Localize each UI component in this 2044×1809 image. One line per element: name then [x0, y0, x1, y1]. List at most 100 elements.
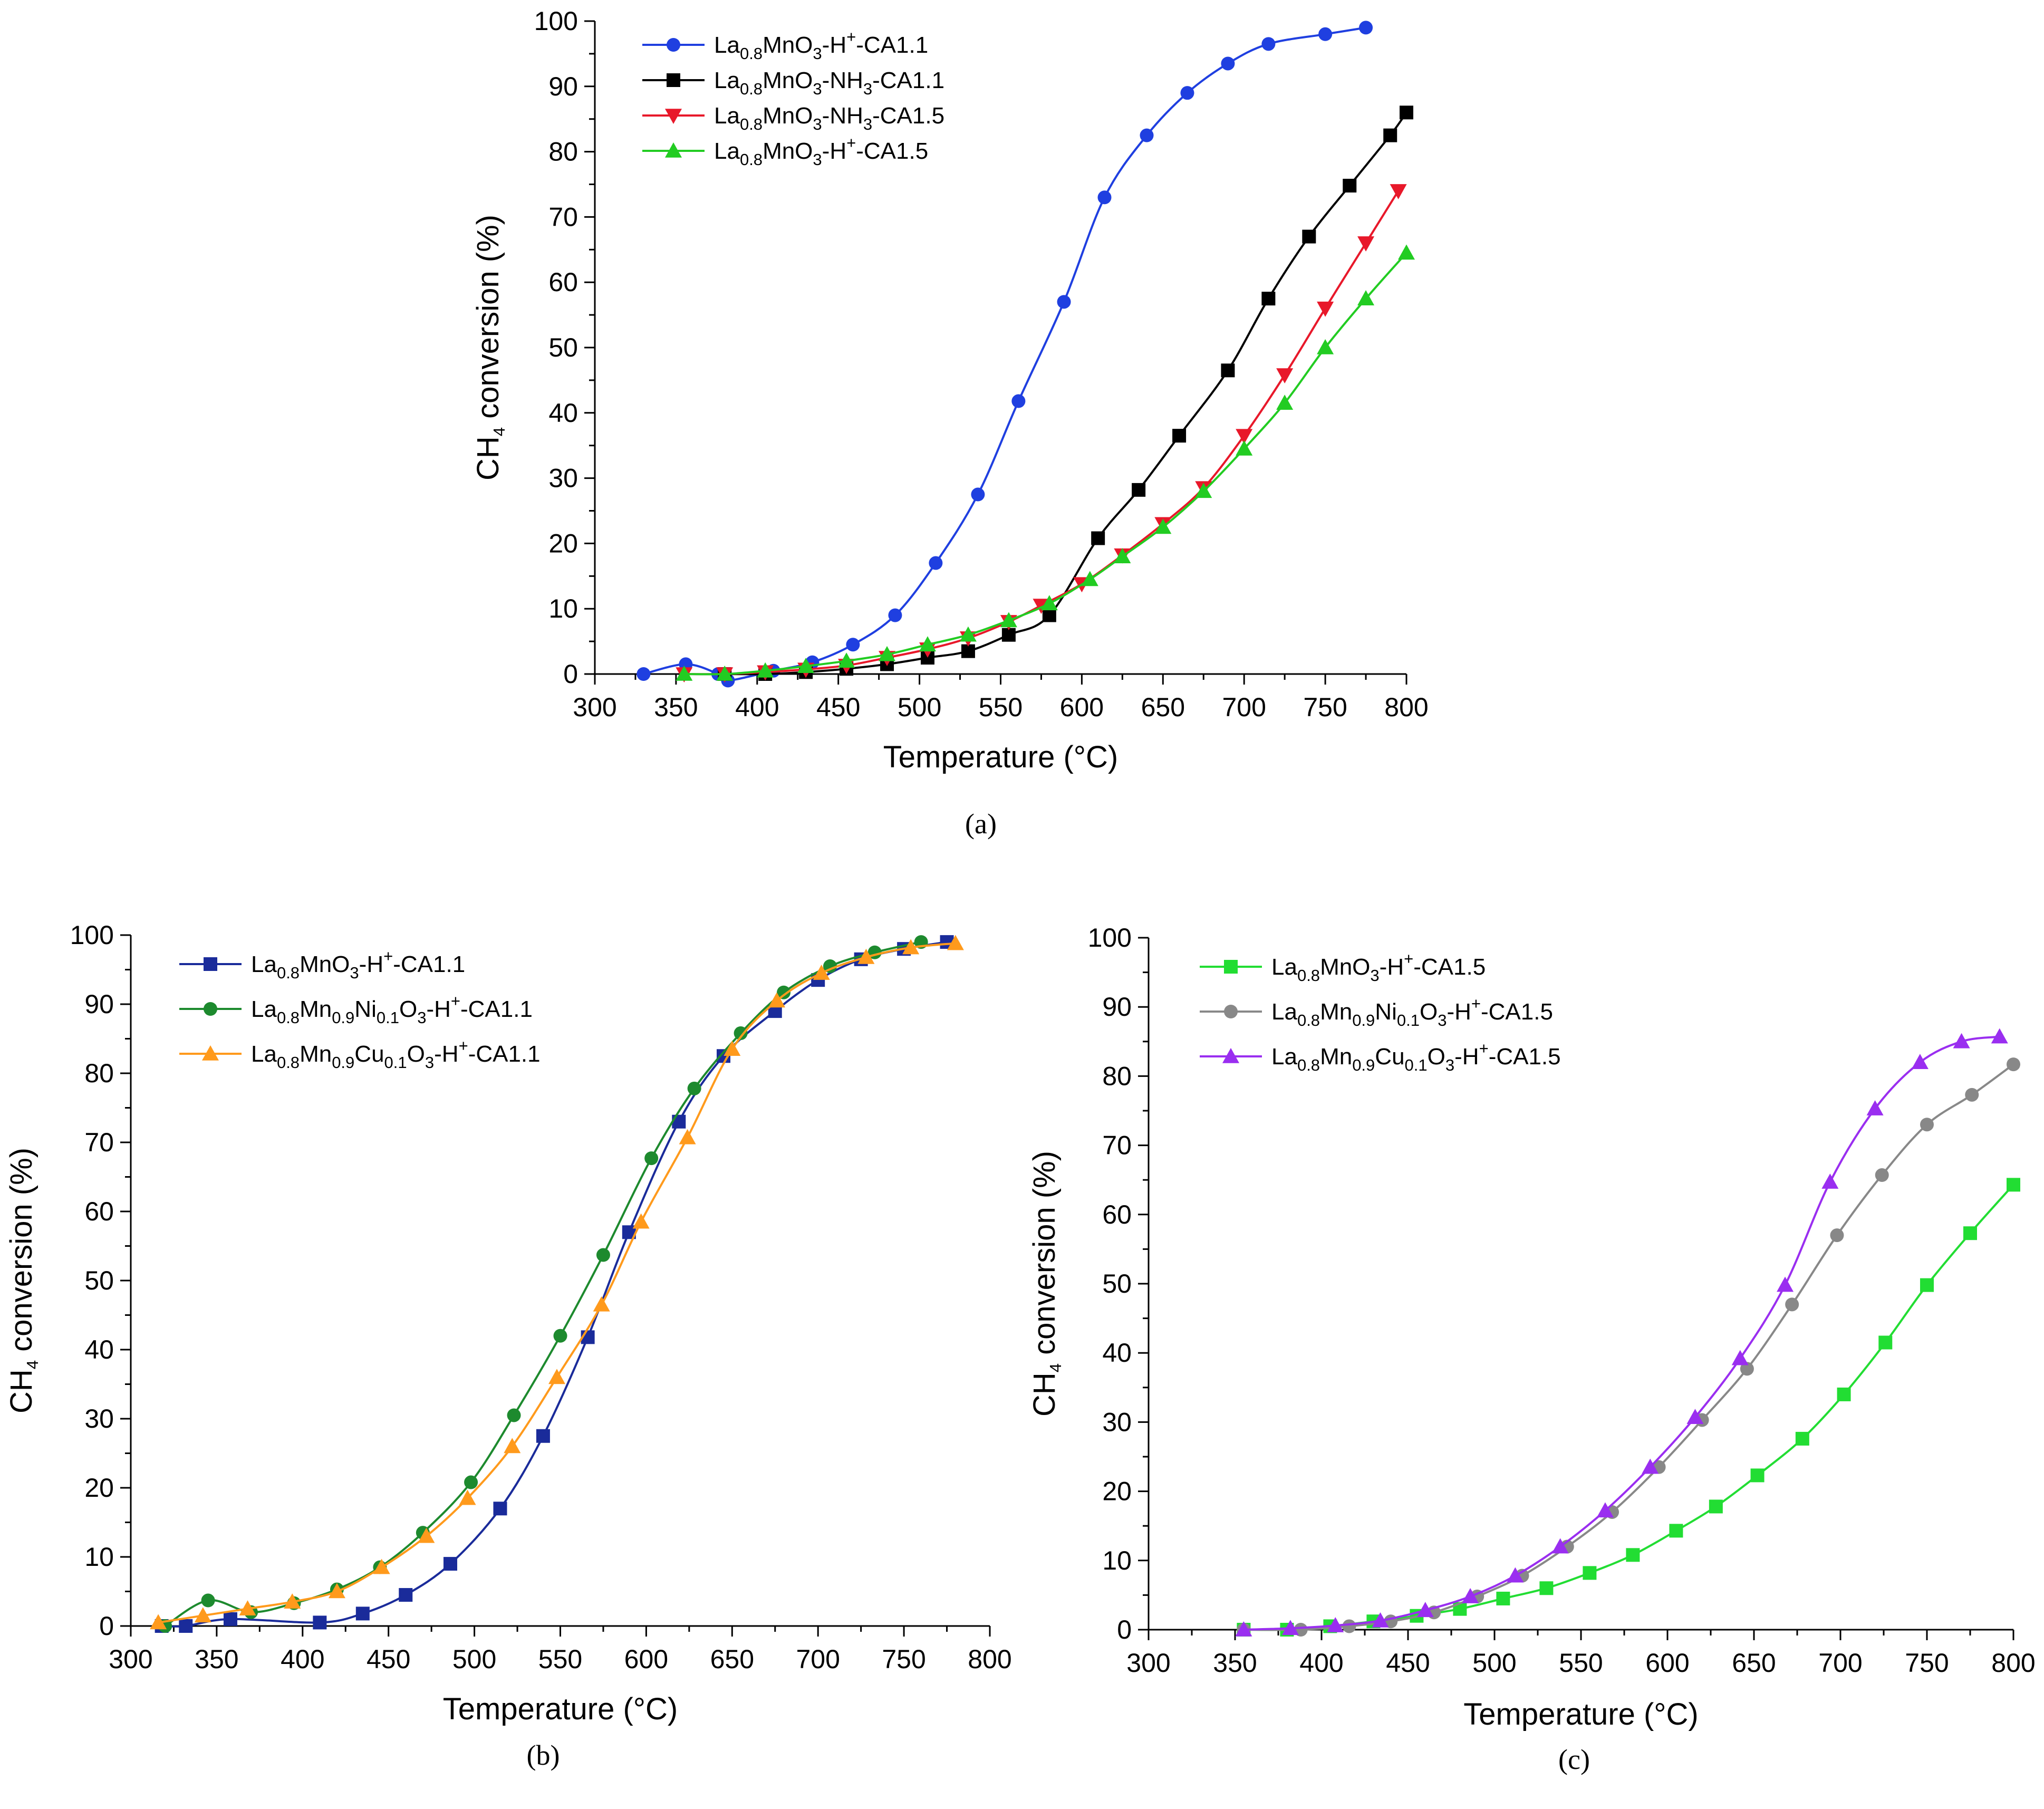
data-point	[1821, 1173, 1839, 1189]
legend-label-part-6: -CA1.1	[856, 32, 928, 58]
x-tick-label: 700	[1222, 692, 1266, 722]
data-point	[1276, 394, 1294, 410]
y-tick-label: 10	[84, 1542, 114, 1572]
data-point	[1317, 339, 1334, 354]
legend-label-part-3: 0.9	[1352, 1011, 1375, 1029]
y-tick-label: 80	[548, 137, 578, 167]
data-point	[1114, 548, 1131, 563]
data-point	[1866, 1100, 1884, 1115]
data-point	[644, 1151, 659, 1166]
legend-entry: La0.8Mn0.9Cu0.1O3-H+-CA1.5	[1200, 1039, 1561, 1074]
x-tick-label: 750	[1303, 692, 1347, 722]
data-point	[672, 1114, 686, 1129]
legend-label-part-2: Mn	[300, 1041, 332, 1067]
series-line	[158, 942, 956, 1624]
data-point	[239, 1600, 256, 1616]
data-point	[1462, 1588, 1479, 1603]
legend-label: La0.8MnO3-H+-CA1.1	[251, 947, 465, 982]
legend-label-part-6: -CA1.1	[393, 951, 465, 977]
legend-label-part-3: 0.9	[332, 1053, 354, 1072]
legend-label-part-3: 3	[813, 44, 822, 63]
legend-label: La0.8MnO3-NH3-CA1.1	[714, 68, 944, 98]
legend-label-part-6: O	[1420, 999, 1438, 1025]
data-point	[373, 1558, 390, 1574]
legend-label-part-1: 0.8	[1297, 1011, 1320, 1029]
legend-label: La0.8Mn0.9Cu0.1O3-H+-CA1.1	[251, 1036, 541, 1072]
legend-label-part-3: 0.9	[1352, 1056, 1375, 1074]
x-tick-label: 400	[735, 692, 779, 722]
legend-label-part-4: Ni	[1375, 999, 1397, 1025]
data-point	[1731, 1350, 1749, 1365]
legend-label-part-0: La	[251, 996, 277, 1022]
legend-marker	[1224, 1005, 1238, 1018]
data-point	[813, 965, 830, 980]
y-tick-label: 30	[1102, 1407, 1132, 1437]
legend-label-part-8: -H	[1454, 1044, 1479, 1070]
y-tick-label: 20	[1102, 1477, 1132, 1506]
y-axis-title: CH4 conversion (%)	[471, 215, 508, 480]
y-axis-title-part-1: 4	[1046, 1363, 1065, 1372]
legend-label-part-3: 3	[350, 964, 359, 982]
legend-label-part-8: -H	[1447, 999, 1471, 1025]
data-point	[1042, 608, 1056, 622]
data-point	[1097, 190, 1112, 205]
legend-marker	[1224, 960, 1238, 974]
data-point	[1596, 1502, 1614, 1518]
y-tick-label: 20	[84, 1473, 114, 1503]
legend-label-part-7: 3	[417, 1008, 426, 1027]
data-point	[1507, 1567, 1524, 1583]
data-point	[1001, 628, 1016, 642]
legend-label-part-5: +	[846, 27, 856, 46]
data-point	[1011, 394, 1026, 408]
data-point	[1539, 1581, 1554, 1595]
data-point	[504, 1438, 521, 1454]
legend-marker	[1222, 1048, 1239, 1063]
legend-entry: La0.8MnO3-H+-CA1.1	[642, 27, 928, 63]
legend-label-part-5: 0.1	[1405, 1056, 1428, 1074]
legend-label-part-3: 3	[813, 150, 822, 169]
data-point	[1357, 236, 1375, 252]
legend-label-part-8: -H	[434, 1041, 458, 1067]
legend-label-part-6: -CA1.5	[872, 103, 944, 129]
legend-label-part-0: La	[714, 103, 740, 129]
data-point	[1626, 1548, 1640, 1562]
data-point	[1991, 1028, 2008, 1044]
legend-label-part-3: 3	[813, 115, 822, 133]
y-axis-title: CH4 conversion (%)	[4, 1148, 42, 1413]
x-tick-label: 350	[1213, 1648, 1257, 1678]
legend-label-part-0: La	[1271, 999, 1297, 1025]
legend-label-part-6: -CA1.5	[856, 138, 928, 164]
data-point	[1180, 86, 1194, 100]
legend-entry: La0.8MnO3-NH3-CA1.5	[642, 103, 944, 133]
data-point	[1154, 518, 1172, 534]
y-tick-label: 70	[84, 1128, 114, 1157]
x-tick-label: 750	[1905, 1648, 1949, 1678]
x-tick-label: 800	[968, 1644, 1011, 1674]
legend-label-part-3: 3	[1370, 966, 1379, 985]
data-point	[1750, 1468, 1765, 1483]
x-tick-label: 600	[1060, 692, 1104, 722]
legend-label-part-5: 3	[863, 115, 872, 133]
data-point	[1583, 1566, 1597, 1580]
data-point	[493, 1502, 507, 1516]
legend-label-part-1: 0.8	[277, 1053, 300, 1072]
legend-entry: La0.8MnO3-H+-CA1.5	[642, 133, 928, 169]
x-tick-label: 550	[538, 1644, 582, 1674]
legend-label-part-5: 0.1	[377, 1008, 399, 1027]
legend-marker	[204, 957, 217, 971]
legend-label-part-10: -CA1.5	[1489, 1044, 1561, 1070]
legend-label-part-1: 0.8	[740, 44, 763, 63]
legend-label-part-2: Mn	[1320, 999, 1352, 1025]
legend-label-part-10: -CA1.1	[460, 996, 533, 1022]
x-tick-label: 300	[109, 1644, 152, 1674]
y-axis-title-part-2: conversion (%)	[471, 215, 505, 427]
data-point	[971, 487, 985, 502]
y-tick-label: 0	[1117, 1615, 1132, 1644]
data-point	[464, 1475, 478, 1489]
legend-entry: La0.8MnO3-H+-CA1.1	[179, 947, 465, 982]
data-point	[1920, 1278, 1934, 1292]
data-point	[637, 667, 651, 681]
legend-entry: La0.8MnO3-NH3-CA1.1	[642, 68, 944, 98]
y-tick-label: 0	[99, 1611, 114, 1641]
y-tick-label: 60	[84, 1197, 114, 1226]
